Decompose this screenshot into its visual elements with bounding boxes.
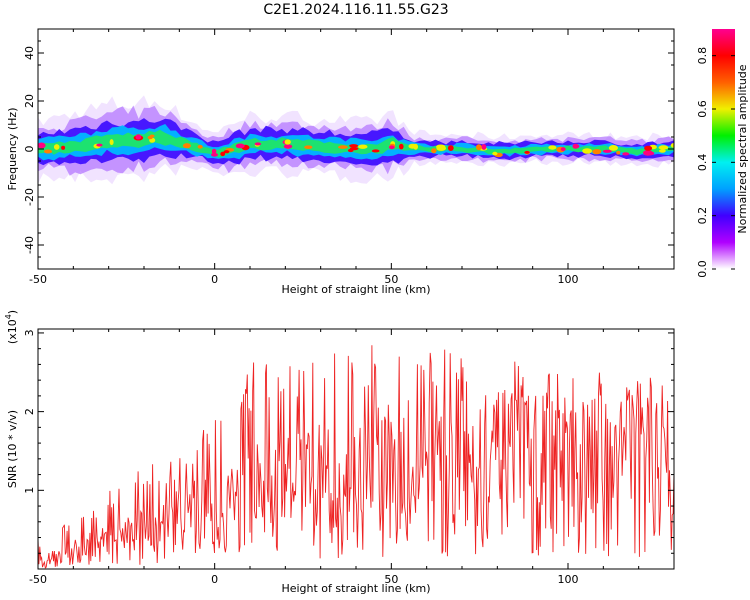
ridge-hotspot [592,149,602,155]
colorbar-tick-label: 0.6 [696,100,709,118]
spectrogram-panel: -50 0 50 100 -40 -20 0 20 40 Height of straight… [6,28,675,296]
spectrogram-x-label: Height of straight line (km) [281,283,430,296]
ridge-hotspot [235,143,245,149]
ridge-hotspot [659,149,666,153]
spectrogram-x-axis: -50 0 50 100 [29,29,675,286]
ridge-hotspot [96,143,103,147]
ridge-hotspot [560,147,566,152]
ridge-hotspot [338,145,348,149]
x-tick-label: 50 [384,273,398,286]
x-tick-label: 100 [558,573,579,586]
ridge-hotspot [481,144,487,150]
ridge-hotspot [476,144,482,151]
ridge-hotspot [223,150,230,154]
x-tick-label: 50 [384,573,398,586]
ridge-hotspot [524,150,530,154]
ridge-hotspot [284,139,291,145]
colorbar-tick-label: 0.4 [696,154,709,172]
ridge-band-green [38,129,674,158]
x-tick-label: -50 [29,273,47,286]
ridge-hotspot [254,142,262,146]
ridge-hotspot [399,143,404,150]
y-tick-label: -40 [23,236,36,254]
ridge-hotspot [670,143,674,148]
snr-x-axis: -50 0 50 100 [29,329,675,586]
snr-series [38,345,674,569]
ridge-hotspot [616,150,621,155]
ridge-hotspot [572,143,579,149]
snr-x-label: Height of straight line (km) [281,582,430,595]
snr-y-axis: 1 2 3 [23,329,674,554]
ridge-hotspot [622,152,630,156]
x-tick-label: 0 [211,273,218,286]
y-tick-label: -20 [23,188,36,206]
ridge-hotspot [43,149,53,154]
colorbar: 0.0 0.2 0.4 0.6 0.8 Normalized spectral ampl… [696,29,749,278]
ridge-hotspot [135,134,142,140]
ridge-hotspot [182,143,191,149]
y-tick-label: 40 [23,46,36,60]
ridge-hotspot [371,149,380,153]
colorbar-tick-label: 0.2 [696,207,709,225]
figure-title: C2E1.2024.116.11.55.G23 [263,2,448,18]
ridge-hotspot [431,148,437,154]
ridge-hotspot [602,149,612,153]
ridge-hotspot [197,144,203,149]
x-tick-label: -50 [29,573,47,586]
colorbar-tick-label: 0.0 [696,260,709,278]
ridge-hotspot [147,135,153,140]
ridge-hotspot [53,144,60,150]
ridge-hotspot [643,150,653,156]
colorbar-label: Normalized spectral amplitude [736,64,749,233]
ridge-hotspot [358,144,368,149]
ridge-hotspot [436,145,447,151]
spectrogram-image [38,95,674,185]
ridge-hotspot [211,148,217,154]
x-tick-label: 100 [558,273,579,286]
colorbar-axis: 0.0 0.2 0.4 0.6 0.8 [696,47,735,278]
ridge-hotspot [347,148,354,153]
ridge-hotspot [608,145,619,151]
colorbar-scale [712,29,735,269]
y-tick-label: 20 [23,94,36,108]
snr-panel: -50 0 50 100 1 2 3 Height of straight line (k… [4,310,675,595]
ridge-hotspot [109,139,114,146]
ridge-hotspot [582,148,592,154]
y-tick-label: 2 [23,408,36,415]
spectrogram-y-label: Frequency (Hz) [6,108,19,191]
spectrogram-y-axis: -40 -20 0 20 40 [23,40,674,258]
y-tick-label: 3 [23,329,36,336]
ridge-hotspot [548,145,557,150]
ridge-hotspot [61,145,66,150]
ridge-hotspot [38,142,46,149]
snr-y-label: SNR (10 * v/v) [6,410,19,488]
colorbar-tick-label: 0.8 [696,47,709,65]
ridge-hotspot [644,145,653,151]
ridge-hotspot [492,151,498,156]
ridge-hotspot [283,144,293,149]
snr-y-multiplier: (x104) [4,310,19,344]
ridge-hotspot [220,151,226,157]
x-tick-label: 0 [211,573,218,586]
ridge-hotspot [413,143,419,150]
ridge-hotspot [447,145,454,152]
ridge-hotspot [388,145,395,150]
ridge-hotspot [658,145,669,150]
y-tick-label: 0 [23,146,36,153]
ridge-hotspot [304,145,313,149]
ridge-hotspot [211,152,218,157]
snr-line [38,345,674,569]
ridge-hotspot [349,144,359,148]
y-tick-label: 1 [23,487,36,494]
